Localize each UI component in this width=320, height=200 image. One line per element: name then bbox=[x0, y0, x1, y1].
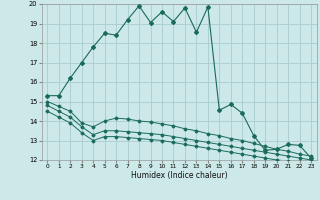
X-axis label: Humidex (Indice chaleur): Humidex (Indice chaleur) bbox=[131, 171, 228, 180]
